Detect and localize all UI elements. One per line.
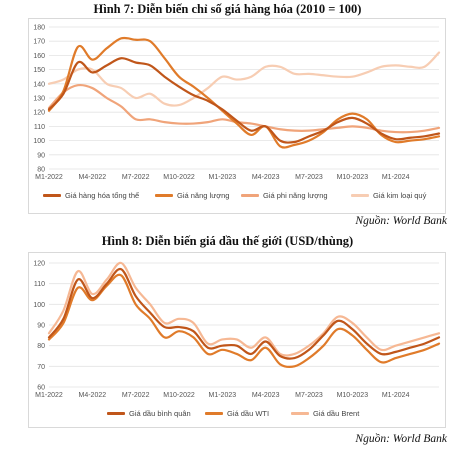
chart-title-7: Hình 7: Diễn biến chỉ số giá hàng hóa (2… [93, 2, 362, 16]
y-tick-label: 80 [37, 343, 45, 350]
legend-label: Giá dầu bình quân [129, 409, 191, 418]
x-tick-label: M1-2024 [382, 174, 410, 181]
x-tick-label: M7-2022 [122, 174, 150, 181]
y-tick-label: 60 [37, 385, 45, 392]
legend-item: Giá phi năng lượng [241, 191, 328, 200]
source-7: Nguồn: World Bank [355, 215, 447, 227]
legend-swatch [107, 412, 125, 415]
x-tick-label: M10-2022 [163, 392, 195, 399]
x-tick-label: M10-2023 [337, 392, 369, 399]
y-tick-label: 140 [33, 81, 45, 88]
y-tick-label: 120 [33, 110, 45, 117]
legend-label: Giá dầu WTI [227, 409, 270, 418]
legend-swatch [155, 194, 173, 197]
legend-swatch [205, 412, 223, 415]
y-tick-label: 70 [37, 364, 45, 371]
series-line-3 [47, 83, 441, 134]
legend-label: Giá dầu Brent [313, 409, 360, 418]
legend-item: Giá kim loại quý [351, 191, 426, 200]
y-tick-label: 110 [34, 281, 45, 288]
x-tick-label: M1-2022 [35, 392, 63, 399]
legend-item: Giá năng lượng [155, 191, 229, 200]
chart-8-legend: Giá dầu bình quân Giá dầu WTI Giá dầu Bren… [29, 405, 445, 427]
x-tick-label: M1-2023 [209, 174, 237, 181]
x-tick-label: M1-2022 [35, 174, 63, 181]
chart-title-8: Hình 8: Diễn biến giá dầu thế giới (USD/… [101, 234, 354, 248]
chart-box-8: 60 70 80 90 100 110 120 M1-2022 M4-2022 M7-2022 M1… [28, 252, 446, 428]
series-line-2 [47, 36, 441, 149]
chart-box-7: 80 90 100 110 120 130 140 150 160 170 180 M1-2022 M4… [28, 18, 446, 214]
chart-7-legend: Giá hàng hóa tổng thể Giá năng lượng Giá p… [29, 189, 445, 215]
y-tick-label: 90 [37, 152, 45, 159]
series-line-2 [47, 273, 441, 369]
x-tick-label: M4-2022 [79, 174, 107, 181]
legend-label: Giá kim loại quý [373, 191, 427, 200]
chart-8-plot: 60 70 80 90 100 110 120 M1-2022 M4-2022 M7-2022 M1… [33, 261, 441, 399]
y-tick-label: 120 [33, 261, 45, 268]
legend-item: Giá hàng hóa tổng thể [43, 191, 139, 200]
x-tick-label: M4-2023 [252, 174, 280, 181]
y-tick-label: 100 [33, 302, 45, 309]
x-tick-label: M1-2023 [209, 392, 237, 399]
y-tick-label: 130 [33, 96, 45, 103]
x-tick-label: M4-2022 [79, 392, 107, 399]
x-tick-label: M10-2023 [337, 174, 369, 181]
series-line-3 [47, 261, 441, 357]
y-tick-label: 110 [34, 124, 45, 131]
x-tick-label: M7-2022 [122, 392, 150, 399]
chart-7-plot: 80 90 100 110 120 130 140 150 160 170 180 M1-2022 M4… [33, 25, 441, 181]
legend-swatch [43, 194, 61, 197]
x-tick-label: M7-2023 [295, 174, 323, 181]
source-8: Nguồn: World Bank [355, 433, 447, 445]
legend-label: Giá phi năng lượng [263, 191, 328, 200]
x-tick-label: M4-2023 [252, 392, 280, 399]
legend-label: Giá hàng hóa tổng thể [65, 191, 140, 200]
y-tick-label: 170 [33, 39, 45, 46]
legend-swatch [241, 194, 259, 197]
legend-item: Giá dầu Brent [291, 409, 359, 418]
x-tick-label: M1-2024 [382, 392, 410, 399]
legend-item: Giá dầu bình quân [107, 409, 191, 418]
y-tick-label: 150 [33, 67, 45, 74]
x-tick-label: M10-2022 [163, 174, 195, 181]
y-tick-label: 180 [33, 25, 45, 32]
x-tick-label: M7-2023 [295, 392, 323, 399]
series-line-1 [47, 57, 441, 144]
y-tick-label: 90 [37, 323, 45, 330]
y-tick-label: 160 [33, 53, 45, 60]
legend-label: Giá năng lượng [177, 191, 230, 200]
y-tick-label: 80 [37, 167, 45, 174]
legend-item: Giá dầu WTI [205, 409, 269, 418]
series-line-1 [47, 267, 441, 360]
legend-swatch [351, 194, 369, 197]
series-line-4 [47, 51, 441, 107]
legend-swatch [291, 412, 309, 415]
y-tick-label: 100 [33, 138, 45, 145]
